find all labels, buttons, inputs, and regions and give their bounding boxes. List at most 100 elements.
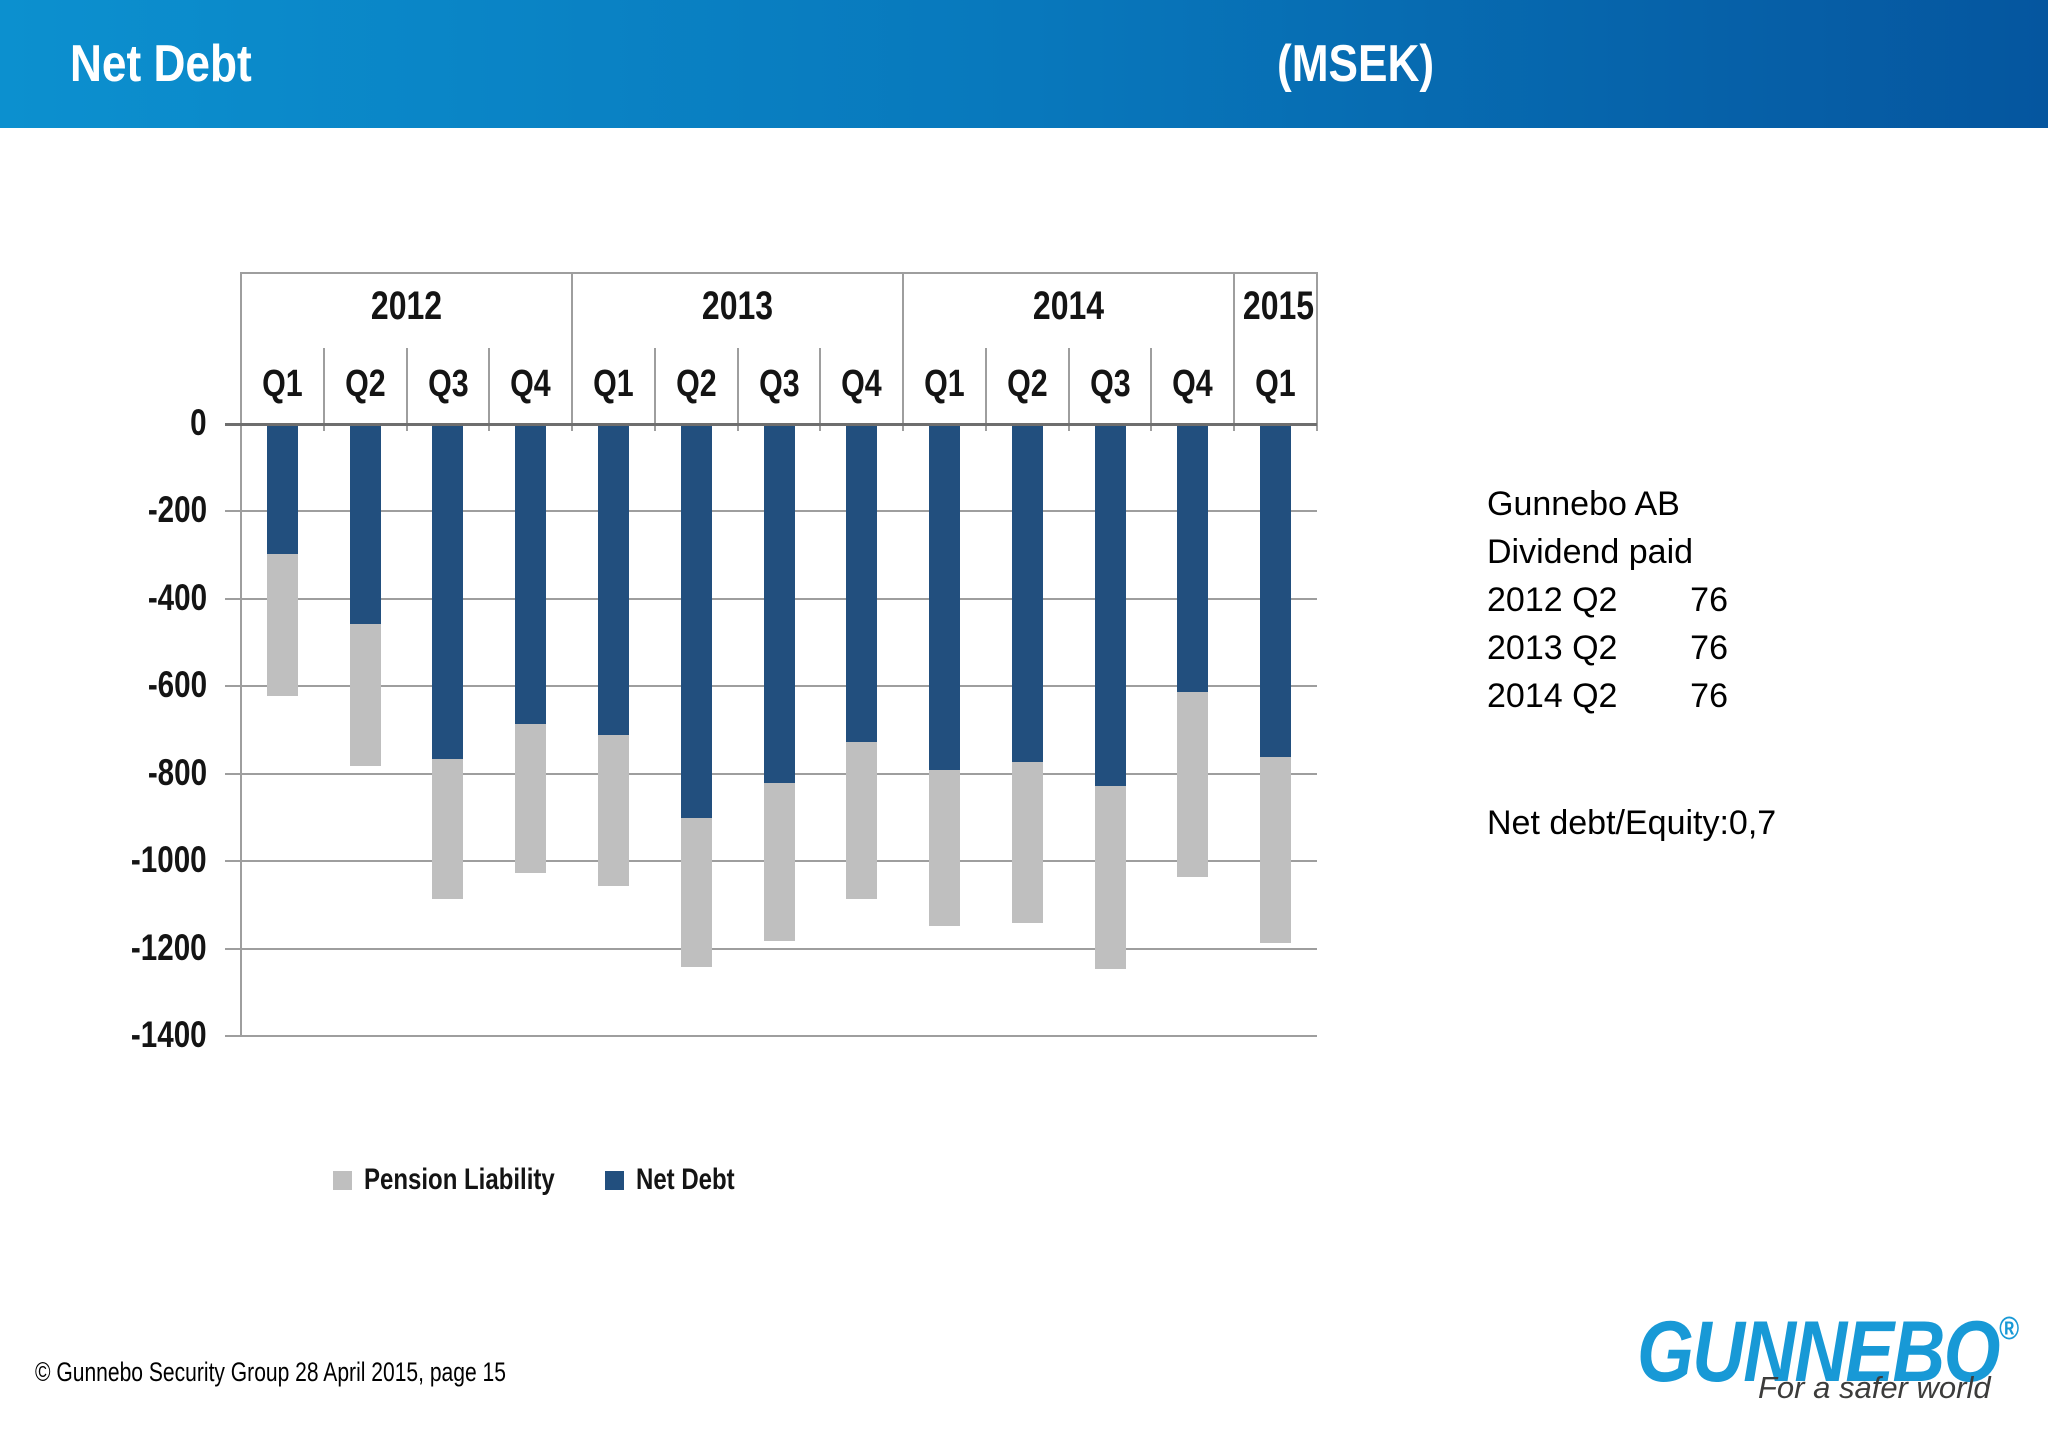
y-tick-label: 0 bbox=[190, 402, 207, 443]
bar-segment-net-debt bbox=[763, 425, 795, 784]
year-separator bbox=[571, 272, 574, 431]
legend-item-pension-liability: Pension Liability bbox=[333, 1160, 602, 1200]
bar-segment-pension-liability bbox=[1260, 757, 1292, 943]
year-separator bbox=[902, 272, 905, 431]
dividend-period: 2012 Q2 bbox=[1487, 581, 1618, 619]
y-tick-label: -400 bbox=[147, 576, 207, 618]
legend-label-pension-liability: Pension Liability bbox=[364, 1163, 555, 1196]
bar-segment-pension-liability bbox=[432, 759, 464, 900]
dividend-row: 2014 Q2 76 bbox=[1487, 672, 1728, 720]
quarter-label: Q1 bbox=[262, 363, 303, 405]
dividend-amount: 76 bbox=[1690, 677, 1728, 715]
quarter-label: Q3 bbox=[427, 363, 469, 405]
quarter-label: Q2 bbox=[1007, 363, 1048, 405]
quarter-label: Q1 bbox=[924, 363, 965, 405]
title-bar: Net Debt (MSEK) bbox=[0, 0, 2048, 128]
dividend-period: 2014 Q2 bbox=[1487, 677, 1618, 715]
header-unit-label: (MSEK) bbox=[1277, 35, 1435, 93]
year-label-2015: 2015 bbox=[1243, 284, 1315, 328]
dividend-period: 2013 Q2 bbox=[1487, 629, 1618, 667]
quarter-label: Q1 bbox=[1255, 363, 1296, 405]
bar-segment-net-debt bbox=[349, 425, 381, 624]
bar-segment-net-debt bbox=[929, 425, 961, 771]
year-label-2013: 2013 bbox=[701, 284, 774, 328]
quarter-label: Q4 bbox=[1172, 363, 1214, 405]
bar-segment-net-debt bbox=[266, 425, 298, 554]
quarter-label: Q1 bbox=[593, 363, 634, 405]
bar-segment-pension-liability bbox=[266, 553, 298, 697]
logo-tagline: For a safer world bbox=[1758, 1370, 1991, 1405]
bar-segment-net-debt bbox=[1260, 425, 1292, 758]
bar-segment-pension-liability bbox=[1094, 785, 1126, 970]
y-tick-label: -200 bbox=[147, 489, 207, 531]
quarter-separator bbox=[322, 348, 325, 431]
dividend-table: 2012 Q2 76 2013 Q2 76 2014 Q2 76 bbox=[1487, 576, 1728, 720]
plot-right-border bbox=[1316, 272, 1318, 431]
bar-segment-net-debt bbox=[432, 425, 464, 760]
quarter-separator bbox=[1067, 348, 1070, 431]
ratio-value: 0,7 bbox=[1728, 804, 1777, 842]
bar-segment-pension-liability bbox=[1177, 691, 1209, 878]
dividend-row: 2012 Q2 76 bbox=[1487, 576, 1728, 624]
zero-axis-line bbox=[225, 423, 1317, 426]
dividend-amount: 76 bbox=[1690, 629, 1728, 667]
dividend-row: 2013 Q2 76 bbox=[1487, 624, 1728, 672]
year-label-2014: 2014 bbox=[1033, 284, 1105, 328]
info-panel: Gunnebo AB Dividend paid 2012 Q2 76 2013 Q… bbox=[1487, 480, 1776, 842]
bar-segment-pension-liability bbox=[929, 770, 961, 926]
grid-line bbox=[225, 947, 1317, 950]
ratio-label: Net debt/Equity: bbox=[1487, 804, 1729, 842]
bar-segment-net-debt bbox=[846, 425, 878, 742]
bar-segment-net-debt bbox=[1011, 425, 1043, 762]
bar-segment-pension-liability bbox=[763, 783, 795, 941]
y-tick-label: -1000 bbox=[131, 839, 207, 881]
bar-segment-net-debt bbox=[597, 425, 629, 736]
quarter-separator bbox=[1150, 348, 1153, 431]
quarter-separator bbox=[488, 348, 491, 431]
bar-segment-pension-liability bbox=[597, 735, 629, 887]
bar-segment-pension-liability bbox=[1011, 761, 1043, 924]
dividend-amount: 76 bbox=[1690, 581, 1728, 619]
legend-item-net-debt: Net Debt bbox=[605, 1160, 759, 1200]
bar-segment-pension-liability bbox=[515, 724, 547, 874]
net-debt-swatch bbox=[605, 1170, 624, 1190]
quarter-separator bbox=[653, 348, 656, 431]
logo-wordmark: GUNNEBO® bbox=[1637, 1285, 2019, 1395]
quarter-label: Q4 bbox=[510, 363, 551, 405]
bar-segment-net-debt bbox=[1177, 425, 1209, 692]
legend-label-net-debt: Net Debt bbox=[636, 1163, 735, 1196]
quarter-separator bbox=[736, 348, 739, 431]
bar-segment-pension-liability bbox=[349, 623, 381, 766]
bar-segment-pension-liability bbox=[680, 818, 712, 968]
quarter-separator bbox=[819, 348, 822, 431]
quarter-separator bbox=[405, 348, 408, 431]
pension-liability-swatch bbox=[333, 1170, 352, 1190]
bar-segment-net-debt bbox=[1094, 425, 1126, 786]
y-tick-label: -600 bbox=[147, 664, 207, 706]
quarter-separator bbox=[984, 348, 987, 431]
copyright-text: © Gunnebo Security Group 28 April 2015, … bbox=[35, 1357, 506, 1387]
plot-top-border bbox=[241, 272, 1317, 274]
net-debt-equity-row: Net debt/Equity: 0,7 bbox=[1487, 799, 1776, 847]
quarter-label: Q3 bbox=[758, 363, 800, 405]
quarter-label: Q2 bbox=[675, 363, 717, 405]
year-label-2012: 2012 bbox=[370, 284, 443, 328]
year-separator bbox=[1233, 272, 1236, 431]
page-title: Net Debt bbox=[70, 35, 252, 93]
y-axis-line bbox=[240, 272, 242, 1037]
logo-brand-text: GUNNEBO bbox=[1637, 1304, 2000, 1400]
y-tick-label: -800 bbox=[147, 751, 207, 793]
y-tick-label: -1400 bbox=[131, 1014, 207, 1055]
bar-segment-pension-liability bbox=[846, 741, 878, 900]
bar-segment-net-debt bbox=[680, 425, 712, 819]
grid-line bbox=[225, 1035, 1317, 1037]
company-name: Gunnebo AB bbox=[1487, 485, 1680, 523]
bar-segment-net-debt bbox=[515, 425, 547, 725]
registered-mark-icon: ® bbox=[1998, 1310, 2019, 1346]
dividend-heading: Dividend paid bbox=[1487, 533, 1694, 571]
y-tick-label: -1200 bbox=[131, 926, 207, 968]
quarter-label: Q3 bbox=[1089, 363, 1131, 405]
quarter-label: Q2 bbox=[344, 363, 386, 405]
